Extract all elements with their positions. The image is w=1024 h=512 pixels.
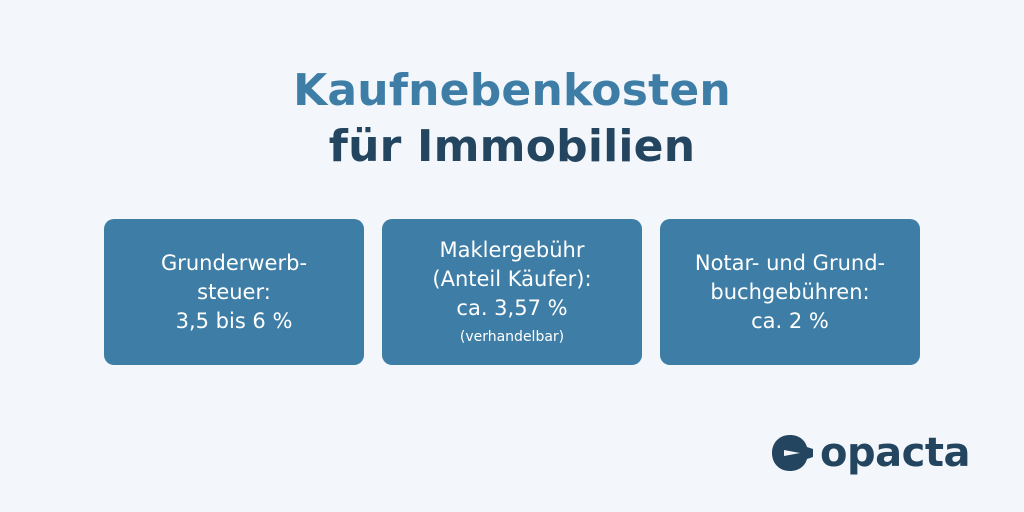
card-text-line: Notar- und Grund- (694, 250, 886, 275)
cost-card-notar-grundbuch: Notar- und Grund- buchgebühren: ca. 2 % (660, 219, 920, 365)
card-value: ca. 2 % (751, 308, 829, 333)
card-text-line: Grunderwerb- (160, 250, 308, 275)
card-text-line: buchgebühren: (710, 279, 870, 304)
card-note: (verhandelbar) (459, 329, 565, 345)
logo-wordmark: opacta (820, 430, 970, 476)
card-value: 3,5 bis 6 % (175, 308, 293, 333)
title-line-2: für Immobilien (328, 121, 696, 172)
cost-card-maklergebuehr: Maklergebühr (Anteil Käufer): ca. 3,57 %… (382, 219, 642, 365)
card-text-line: (Anteil Käufer): (432, 267, 592, 291)
card-value: ca. 3,57 % (456, 296, 568, 320)
cost-card-grunderwerbsteuer: Grunderwerb- steuer: 3,5 bis 6 % (104, 219, 364, 365)
card-text-line: steuer: (197, 279, 271, 304)
opacta-logo-mark-icon (772, 435, 813, 471)
brand-logo: opacta (770, 428, 970, 478)
card-text-line: Maklergebühr (439, 238, 585, 262)
title-line-1: Kaufnebenkosten (293, 65, 731, 116)
